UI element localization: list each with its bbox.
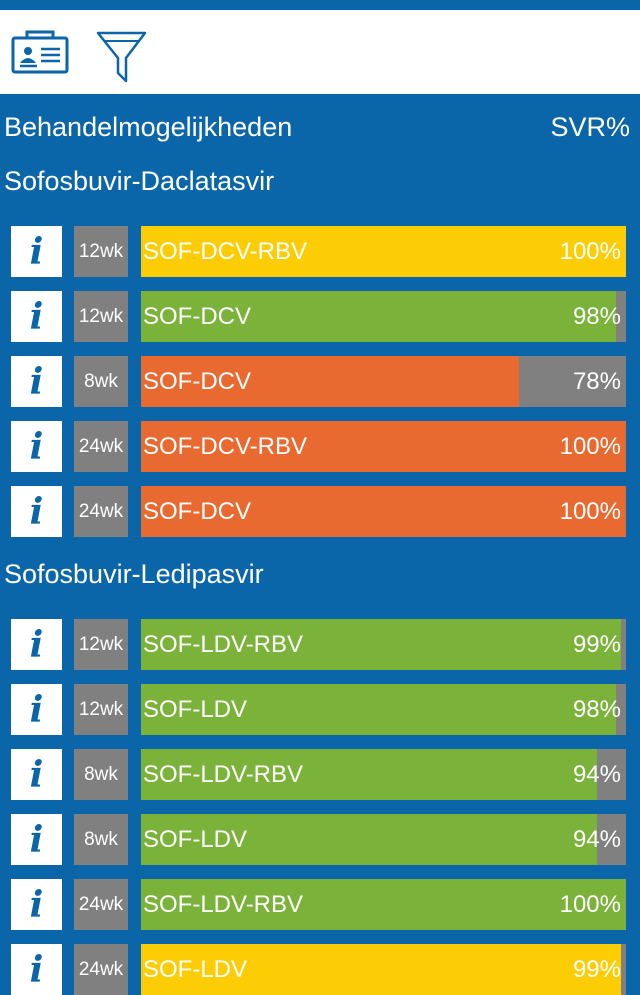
svr-bar-fill — [141, 421, 626, 472]
info-button[interactable]: i — [11, 879, 62, 930]
duration-badge: 12wk — [74, 291, 128, 342]
regimen-name: SOF-LDV-RBV — [143, 631, 304, 658]
treatment-row[interactable]: i 8wk SOF-DCV 78% — [0, 355, 640, 407]
group-title: Sofosbuvir-Ledipasvir — [4, 559, 264, 589]
info-button[interactable]: i — [11, 226, 62, 277]
info-icon: i — [29, 230, 44, 273]
duration-badge: 24wk — [74, 486, 128, 537]
info-icon: i — [29, 623, 44, 666]
info-icon: i — [29, 948, 44, 991]
regimen-name: SOF-LDV — [143, 826, 248, 853]
svr-bar-fill — [141, 879, 626, 930]
info-icon: i — [29, 295, 44, 338]
filter-icon[interactable] — [96, 30, 148, 89]
svr-bar: SOF-DCV 100% — [141, 486, 626, 537]
info-icon: i — [29, 883, 44, 926]
regimen-name: SOF-LDV — [143, 696, 248, 723]
svr-bar: SOF-LDV 98% — [141, 684, 626, 735]
svr-bar-fill — [141, 226, 626, 277]
info-icon: i — [29, 490, 44, 533]
svr-bar: SOF-LDV 94% — [141, 814, 626, 865]
info-button[interactable]: i — [11, 814, 62, 865]
regimen-name: SOF-LDV-RBV — [143, 761, 304, 788]
info-button[interactable]: i — [11, 291, 62, 342]
svr-bar-fill — [141, 619, 622, 670]
duration-badge: 8wk — [74, 356, 128, 407]
duration-badge: 24wk — [74, 944, 128, 995]
info-button[interactable]: i — [11, 749, 62, 800]
svr-column-label: SVR% — [550, 112, 630, 142]
svr-bar-fill — [141, 684, 617, 735]
treatment-row[interactable]: i 12wk SOF-DCV-RBV 100% — [0, 225, 640, 277]
duration-badge: 8wk — [74, 749, 128, 800]
svr-percentage: 100% — [559, 433, 621, 460]
svr-bar-fill — [141, 749, 597, 800]
treatment-row[interactable]: i 24wk SOF-DCV 100% — [0, 485, 640, 537]
treatment-row[interactable]: i 8wk SOF-LDV 94% — [0, 813, 640, 865]
duration-badge: 12wk — [74, 684, 128, 735]
svr-percentage: 94% — [572, 826, 621, 853]
svr-percentage: 99% — [572, 956, 621, 983]
info-button[interactable]: i — [11, 619, 62, 670]
duration-badge: 24wk — [74, 879, 128, 930]
info-button[interactable]: i — [11, 684, 62, 735]
info-button[interactable]: i — [11, 944, 62, 995]
svr-bar: SOF-LDV-RBV 94% — [141, 749, 626, 800]
treatment-row[interactable]: i 24wk SOF-DCV-RBV 100% — [0, 420, 640, 472]
svr-bar: SOF-DCV 98% — [141, 291, 626, 342]
duration-badge: 12wk — [74, 226, 128, 277]
svr-bar: SOF-LDV-RBV 99% — [141, 619, 626, 670]
info-icon: i — [29, 753, 44, 796]
svr-percentage: 99% — [572, 631, 621, 658]
svr-bar-fill — [141, 356, 520, 407]
treatment-row[interactable]: i 12wk SOF-LDV 98% — [0, 683, 640, 735]
page-title: Behandelmogelijkheden — [4, 112, 293, 142]
top-strip — [0, 0, 640, 10]
regimen-name: SOF-LDV-RBV — [143, 891, 304, 918]
info-icon: i — [29, 818, 44, 861]
treatment-row[interactable]: i 12wk SOF-LDV-RBV 99% — [0, 618, 640, 670]
svr-bar: SOF-DCV 78% — [141, 356, 626, 407]
svr-bar: SOF-DCV-RBV 100% — [141, 421, 626, 472]
toolbar — [0, 10, 640, 94]
duration-badge: 24wk — [74, 421, 128, 472]
svr-percentage: 100% — [559, 238, 621, 265]
info-button[interactable]: i — [11, 486, 62, 537]
info-button[interactable]: i — [11, 356, 62, 407]
svr-percentage: 98% — [572, 696, 621, 723]
regimen-name: SOF-DCV-RBV — [143, 433, 308, 460]
svr-bar-fill — [141, 814, 597, 865]
info-button[interactable]: i — [11, 421, 62, 472]
regimen-name: SOF-DCV — [143, 368, 251, 395]
svr-percentage: 94% — [572, 761, 621, 788]
svr-bar: SOF-LDV-RBV 100% — [141, 879, 626, 930]
treatment-row[interactable]: i 24wk SOF-LDV 99% — [0, 943, 640, 995]
svr-bar-fill — [141, 486, 626, 537]
duration-badge: 8wk — [74, 814, 128, 865]
group-title: Sofosbuvir-Daclatasvir — [4, 166, 275, 196]
svr-bar-fill — [141, 291, 617, 342]
regimen-name: SOF-DCV-RBV — [143, 238, 308, 265]
regimen-name: SOF-LDV — [143, 956, 248, 983]
contact-card-icon[interactable] — [11, 30, 69, 79]
duration-badge: 12wk — [74, 619, 128, 670]
regimen-name: SOF-DCV — [143, 498, 251, 525]
svr-percentage: 100% — [559, 891, 621, 918]
svr-bar: SOF-DCV-RBV 100% — [141, 226, 626, 277]
regimen-name: SOF-DCV — [143, 303, 251, 330]
info-icon: i — [29, 425, 44, 468]
treatment-row[interactable]: i 24wk SOF-LDV-RBV 100% — [0, 878, 640, 930]
list-header: Behandelmogelijkheden SVR% — [0, 112, 640, 148]
info-icon: i — [29, 688, 44, 731]
info-icon: i — [29, 360, 44, 403]
treatment-row[interactable]: i 12wk SOF-DCV 98% — [0, 290, 640, 342]
svr-percentage: 98% — [572, 303, 621, 330]
treatment-row[interactable]: i 8wk SOF-LDV-RBV 94% — [0, 748, 640, 800]
svr-percentage: 100% — [559, 498, 621, 525]
svr-bar: SOF-LDV 99% — [141, 944, 626, 995]
svr-percentage: 78% — [572, 368, 621, 395]
